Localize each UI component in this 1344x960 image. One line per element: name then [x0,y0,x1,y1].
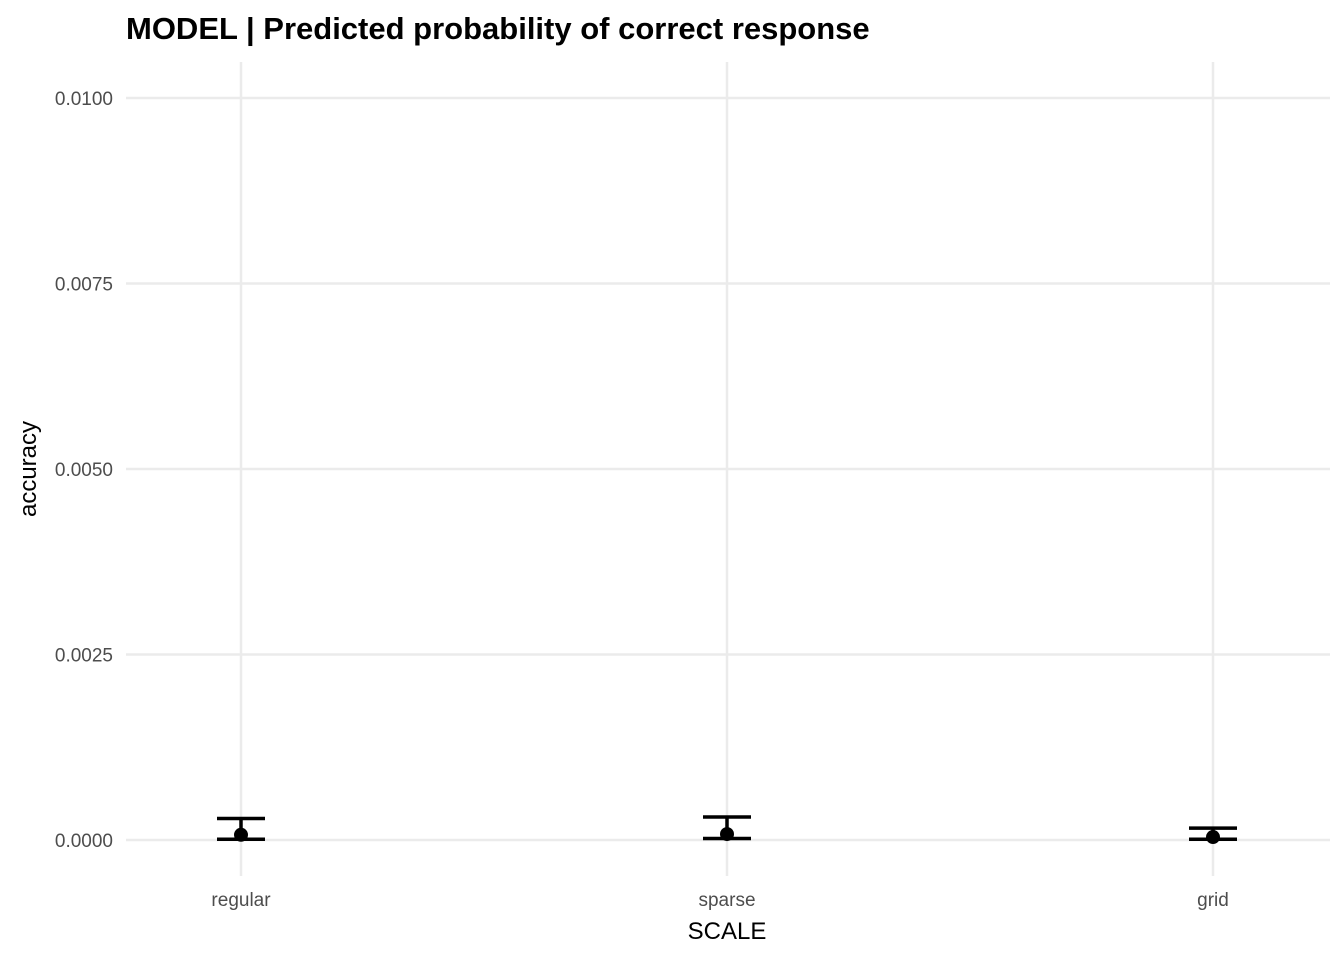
y-tick-label: 0.0025 [55,646,113,667]
x-tick-label: grid [1197,890,1229,911]
x-tick-label: sparse [698,890,755,911]
y-axis-ticks: 0.0000 0.0025 0.0050 0.0075 0.0100 [55,89,113,852]
data-point [1206,830,1220,845]
chart-title: MODEL | Predicted probability of correct… [126,11,870,46]
y-axis-title: accuracy [15,421,42,517]
y-tick-label: 0.0050 [55,460,113,481]
x-tick-label: regular [211,890,271,911]
data-point [720,827,734,842]
y-tick-label: 0.0100 [55,89,113,110]
y-tick-label: 0.0075 [55,275,113,296]
y-tick-label: 0.0000 [55,831,113,852]
grid [126,62,1330,876]
data-marks [217,815,1237,845]
x-axis-ticks: regular sparse grid [211,890,1228,911]
data-point [234,827,248,842]
x-axis-title: SCALE [688,918,767,945]
